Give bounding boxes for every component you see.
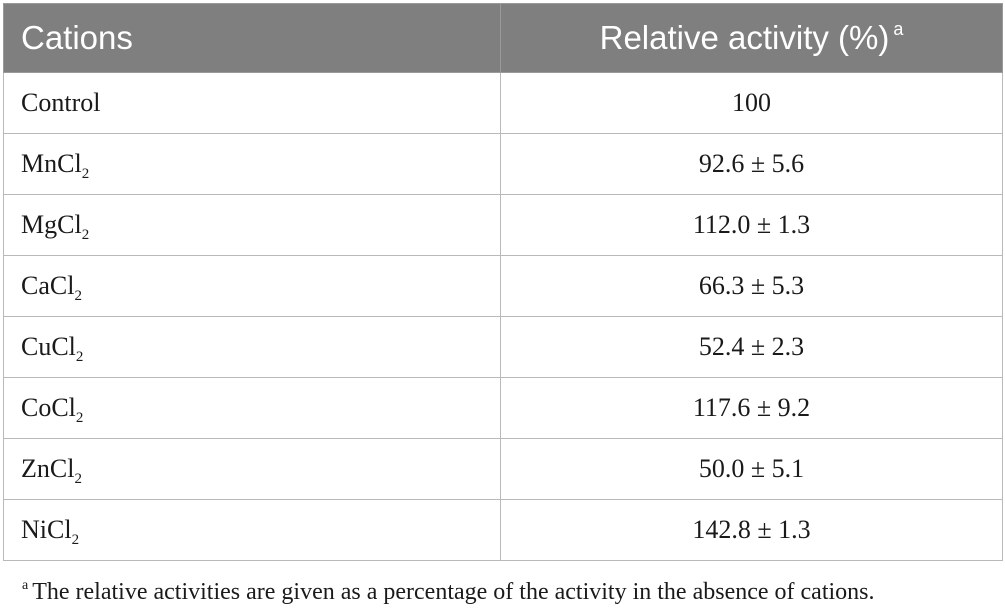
activity-value: 92.6 ± 5.6 <box>500 133 1003 195</box>
footnote-text: The relative activities are given as a p… <box>32 579 875 605</box>
cation-name: CaCl <box>21 271 75 300</box>
table-row: MnCl2 92.6 ± 5.6 <box>3 133 1003 195</box>
activity-value: 142.8 ± 1.3 <box>500 499 1003 561</box>
cation-subscript: 2 <box>74 288 82 304</box>
cation-name-cell: CoCl2 <box>3 377 501 439</box>
cation-name-cell: MgCl2 <box>3 194 501 256</box>
table-row: CuCl2 52.4 ± 2.3 <box>3 316 1003 378</box>
cation-name: CuCl <box>21 332 76 361</box>
cation-activity-table: Cations Relative activity (%) a Control 1… <box>3 3 1003 561</box>
table-row: CoCl2 117.6 ± 9.2 <box>3 377 1003 439</box>
footnote-marker: a <box>22 578 29 593</box>
cation-subscript: 2 <box>81 166 90 182</box>
cation-subscript: 2 <box>74 471 82 487</box>
header-cations-label: Cations <box>21 19 133 56</box>
table-row: NiCl2 142.8 ± 1.3 <box>3 499 1003 561</box>
header-relative-activity: Relative activity (%) a <box>500 3 1003 73</box>
footnote-marker: a <box>893 19 904 39</box>
activity-value: 52.4 ± 2.3 <box>500 316 1003 378</box>
activity-value: 50.0 ± 5.1 <box>500 438 1003 500</box>
table-row: CaCl2 66.3 ± 5.3 <box>3 255 1003 317</box>
cation-subscript: 2 <box>81 227 90 243</box>
cation-name-cell: Control <box>3 72 501 134</box>
cation-name-cell: ZnCl2 <box>3 438 501 500</box>
cation-name-cell: MnCl2 <box>3 133 501 195</box>
cation-name-cell: NiCl2 <box>3 499 501 561</box>
activity-value: 112.0 ± 1.3 <box>500 194 1003 256</box>
header-activity-label: Relative activity (%) <box>599 19 890 56</box>
table-footnote: a The relative activities are given as a … <box>22 578 875 606</box>
cation-name-cell: CuCl2 <box>3 316 501 378</box>
cation-name: MnCl <box>21 149 82 178</box>
activity-value: 117.6 ± 9.2 <box>500 377 1003 439</box>
header-cations: Cations <box>3 3 501 73</box>
cation-name-cell: CaCl2 <box>3 255 501 317</box>
cation-name: ZnCl <box>21 454 75 483</box>
table-row: Control 100 <box>3 72 1003 134</box>
cation-subscript: 2 <box>75 349 84 365</box>
cation-name: CoCl <box>21 393 76 422</box>
cation-name: MgCl <box>21 210 82 239</box>
cation-subscript: 2 <box>71 532 80 548</box>
cation-subscript: 2 <box>75 410 84 426</box>
activity-value: 100 <box>500 72 1003 134</box>
table-row: ZnCl2 50.0 ± 5.1 <box>3 438 1003 500</box>
cation-name: Control <box>21 88 101 117</box>
header-row: Cations Relative activity (%) a <box>3 3 1003 73</box>
cation-name: NiCl <box>21 515 72 544</box>
table-row: MgCl2 112.0 ± 1.3 <box>3 194 1003 256</box>
activity-value: 66.3 ± 5.3 <box>500 255 1003 317</box>
